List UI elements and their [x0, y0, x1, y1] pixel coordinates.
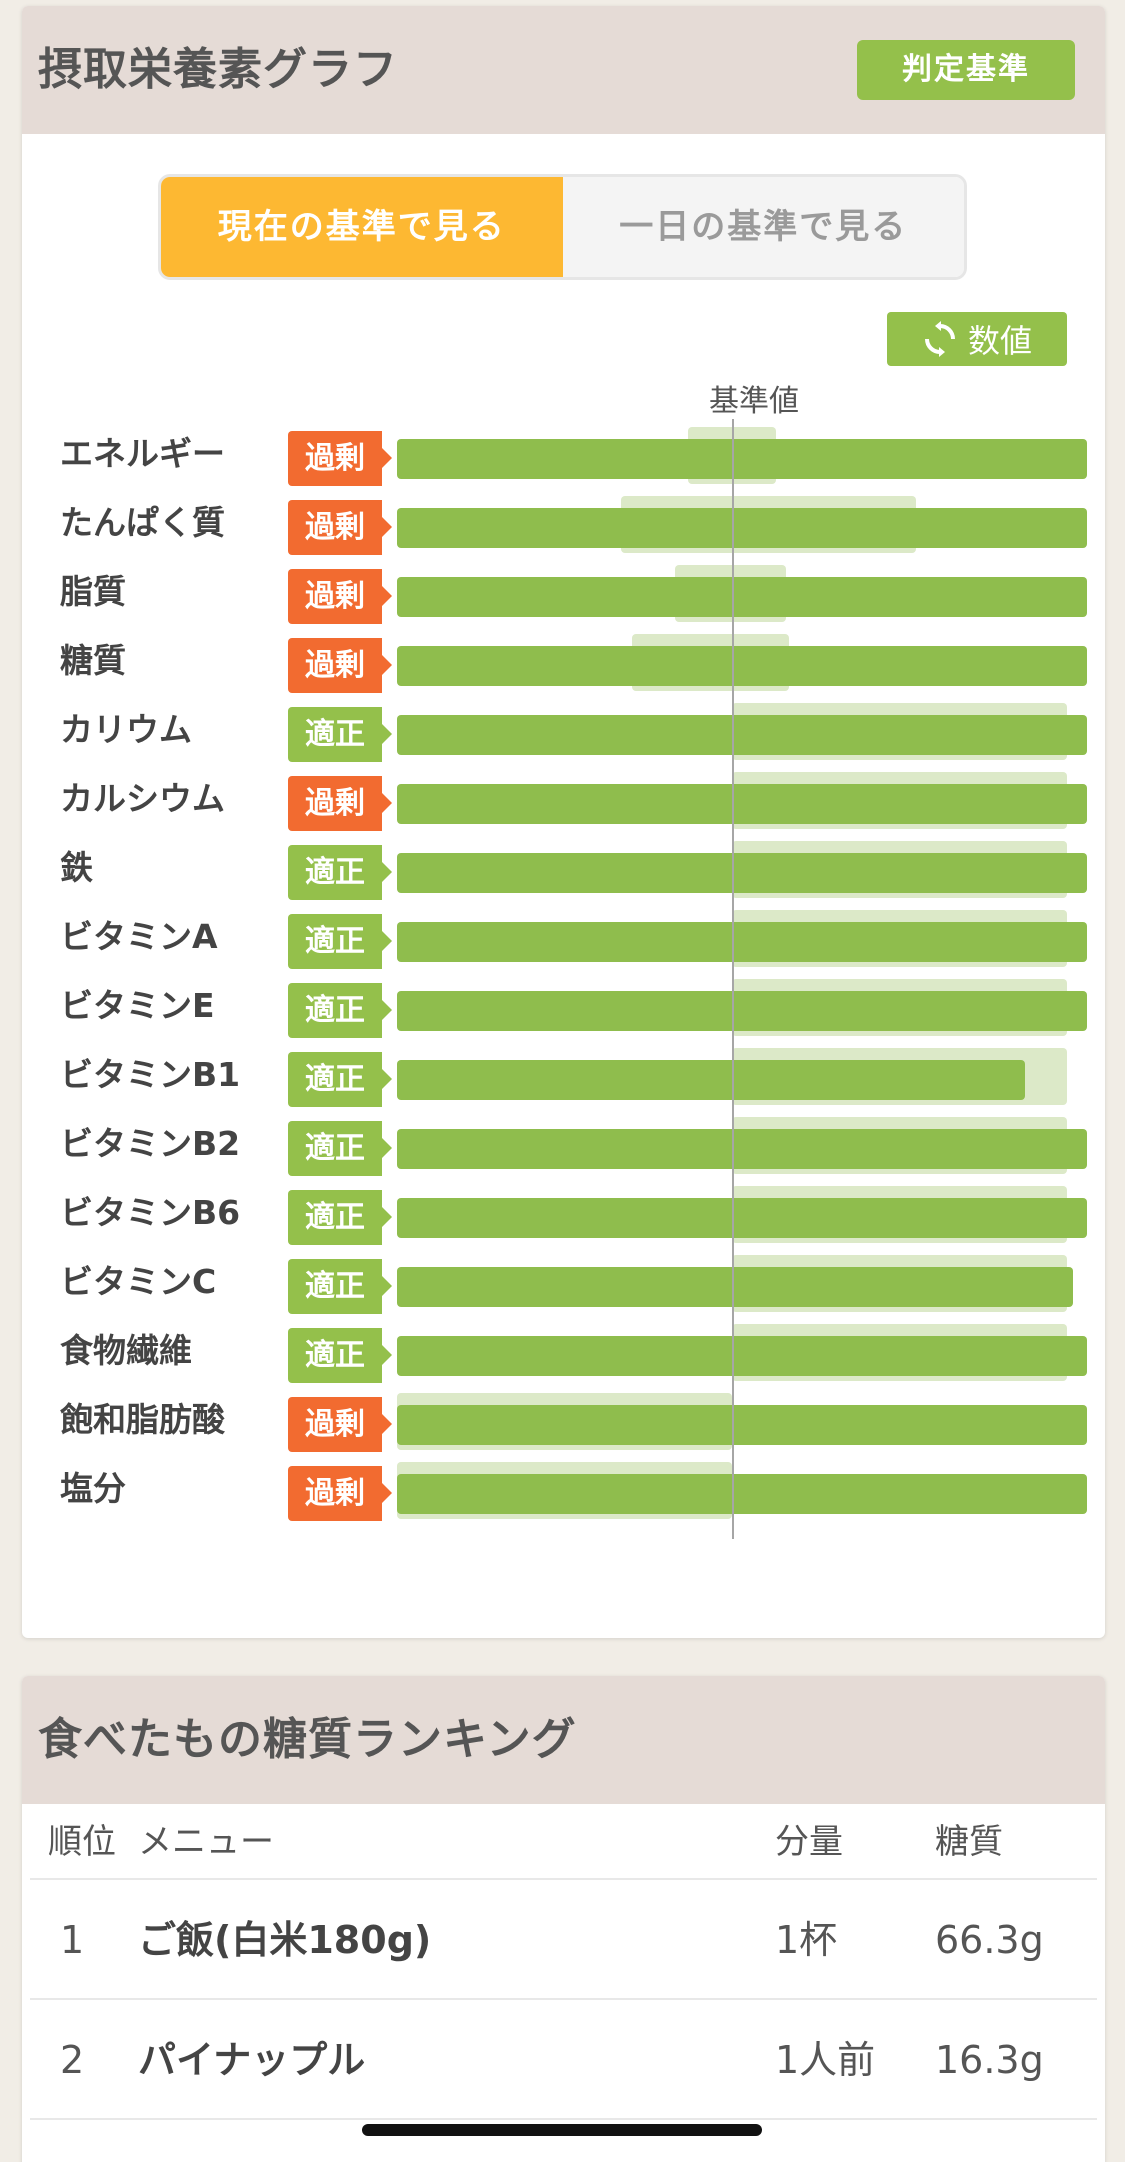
cell-rank: 1	[60, 1918, 85, 1962]
nutrient-name: 塩分	[60, 1469, 126, 1508]
intake-bar	[397, 991, 1087, 1031]
view-toggle: 現在の基準で見る 一日の基準で見る	[158, 174, 967, 280]
intake-bar	[397, 439, 1087, 479]
nutrient-name: 食物繊維	[60, 1331, 192, 1370]
nutrient-name: カルシウム	[60, 779, 225, 818]
status-badge: 適正	[288, 914, 392, 969]
header-menu: メニュー	[138, 1822, 274, 1862]
status-badge: 過剰	[288, 431, 392, 486]
refresh-icon	[924, 321, 955, 357]
cell-amount: 1人前	[775, 2038, 876, 2082]
cell-amount: 1杯	[775, 1918, 838, 1962]
intake-bar	[397, 784, 1087, 824]
nutrient-graph-card: 摂取栄養素グラフ 判定基準 現在の基準で見る 一日の基準で見る 数値 基準値 エ…	[22, 6, 1105, 1638]
nutrient-name: ビタミンC	[60, 1262, 217, 1301]
intake-bar	[397, 1129, 1087, 1169]
reference-line	[732, 419, 734, 1539]
nutrient-row: ビタミンE 適正	[22, 971, 1105, 1040]
intake-bar	[397, 1474, 1087, 1514]
status-badge: 適正	[288, 1259, 392, 1314]
status-badge: 適正	[288, 845, 392, 900]
intake-bar	[397, 1267, 1074, 1307]
ranking-table-header: 順位 メニュー 分量 糖質	[30, 1804, 1097, 1880]
status-badge: 過剰	[288, 500, 392, 555]
nutrient-name: カリウム	[60, 710, 192, 749]
carb-ranking-card: 食べたもの糖質ランキング 順位 メニュー 分量 糖質 1 ご飯(白米180g) 1杯…	[22, 1676, 1105, 2162]
status-badge: 過剰	[288, 1397, 392, 1452]
nutrient-row: カリウム 適正	[22, 695, 1105, 764]
nutrient-row: ビタミンB6 適正	[22, 1178, 1105, 1247]
nutrient-row: ビタミンA 適正	[22, 902, 1105, 971]
intake-bar	[397, 1336, 1087, 1376]
values-button[interactable]: 数値	[887, 312, 1067, 366]
nutrient-name: ビタミンE	[60, 986, 215, 1025]
intake-bar	[397, 508, 1087, 548]
nutrient-graph-body: 現在の基準で見る 一日の基準で見る 数値 基準値 エネルギー 過剰 たんぱく質 過剰脂…	[22, 134, 1105, 1638]
status-badge: 適正	[288, 983, 392, 1038]
nutrient-name: ビタミンA	[60, 917, 218, 956]
cell-carbs: 16.3g	[935, 2038, 1044, 2082]
criteria-button[interactable]: 判定基準	[857, 40, 1075, 100]
nutrient-row: エネルギー 過剰	[22, 419, 1105, 488]
status-badge: 適正	[288, 1052, 392, 1107]
status-badge: 過剰	[288, 638, 392, 693]
carb-ranking-title: 食べたもの糖質ランキング	[38, 1714, 577, 1765]
header-carbs: 糖質	[935, 1822, 1003, 1862]
status-badge: 適正	[288, 707, 392, 762]
nutrient-row: 鉄 適正	[22, 833, 1105, 902]
nutrient-name: エネルギー	[60, 434, 225, 473]
cell-menu: ご飯(白米180g)	[138, 1918, 432, 1962]
intake-bar	[397, 922, 1087, 962]
cell-carbs: 66.3g	[935, 1918, 1044, 1962]
nutrient-name: 飽和脂肪酸	[60, 1400, 225, 1439]
status-badge: 適正	[288, 1328, 392, 1383]
intake-bar	[397, 646, 1087, 686]
values-button-label: 数値	[967, 322, 1032, 360]
intake-bar	[397, 1060, 1025, 1100]
nutrient-row: ビタミンB1 適正	[22, 1040, 1105, 1109]
home-indicator	[362, 2124, 762, 2136]
intake-bar	[397, 853, 1087, 893]
nutrient-row: 塩分 過剰	[22, 1454, 1105, 1523]
intake-bar	[397, 577, 1087, 617]
status-badge: 適正	[288, 1121, 392, 1176]
nutrient-name: ビタミンB6	[60, 1193, 241, 1232]
nutrient-name: たんぱく質	[60, 503, 225, 542]
header-amount: 分量	[775, 1822, 843, 1862]
nutrient-name: 脂質	[60, 572, 126, 611]
nutrient-name: ビタミンB2	[60, 1124, 241, 1163]
nutrient-row: 糖質 過剰	[22, 626, 1105, 695]
nutrient-graph-title: 摂取栄養素グラフ	[38, 44, 398, 95]
intake-bar	[397, 715, 1087, 755]
nutrient-row: 食物繊維 適正	[22, 1316, 1105, 1385]
cell-menu: パイナップル	[138, 2038, 366, 2082]
nutrient-graph-header: 摂取栄養素グラフ 判定基準	[22, 6, 1105, 134]
table-row[interactable]: 2 パイナップル 1人前 16.3g	[30, 2000, 1097, 2120]
table-row[interactable]: 1 ご飯(白米180g) 1杯 66.3g	[30, 1880, 1097, 2000]
carb-ranking-header: 食べたもの糖質ランキング	[22, 1676, 1105, 1804]
nutrient-name: 糖質	[60, 641, 126, 680]
header-rank: 順位	[48, 1822, 116, 1862]
cell-rank: 2	[60, 2038, 85, 2082]
toggle-current-standard[interactable]: 現在の基準で見る	[161, 177, 563, 277]
status-badge: 過剰	[288, 569, 392, 624]
nutrient-row: カルシウム 過剰	[22, 764, 1105, 833]
intake-bar	[397, 1405, 1087, 1445]
nutrient-chart: エネルギー 過剰 たんぱく質 過剰 脂質 過剰 糖質 過剰 カリウム 適正 カルシウム 過剰鉄適正 ビタ…	[22, 419, 1105, 1521]
nutrient-row: 脂質 過剰	[22, 557, 1105, 626]
status-badge: 適正	[288, 1190, 392, 1245]
toggle-daily-standard[interactable]: 一日の基準で見る	[562, 177, 964, 277]
nutrient-name: 鉄	[60, 848, 93, 887]
nutrient-row: ビタミンB2 適正	[22, 1109, 1105, 1178]
nutrient-name: ビタミンB1	[60, 1055, 241, 1094]
nutrient-row: 飽和脂肪酸 過剰	[22, 1385, 1105, 1454]
nutrient-row: ビタミンC 適正	[22, 1247, 1105, 1316]
status-badge: 過剰	[288, 776, 392, 831]
intake-bar	[397, 1198, 1087, 1238]
nutrient-row: たんぱく質 過剰	[22, 488, 1105, 557]
status-badge: 過剰	[288, 1466, 392, 1521]
reference-value-label: 基準値	[709, 384, 799, 419]
